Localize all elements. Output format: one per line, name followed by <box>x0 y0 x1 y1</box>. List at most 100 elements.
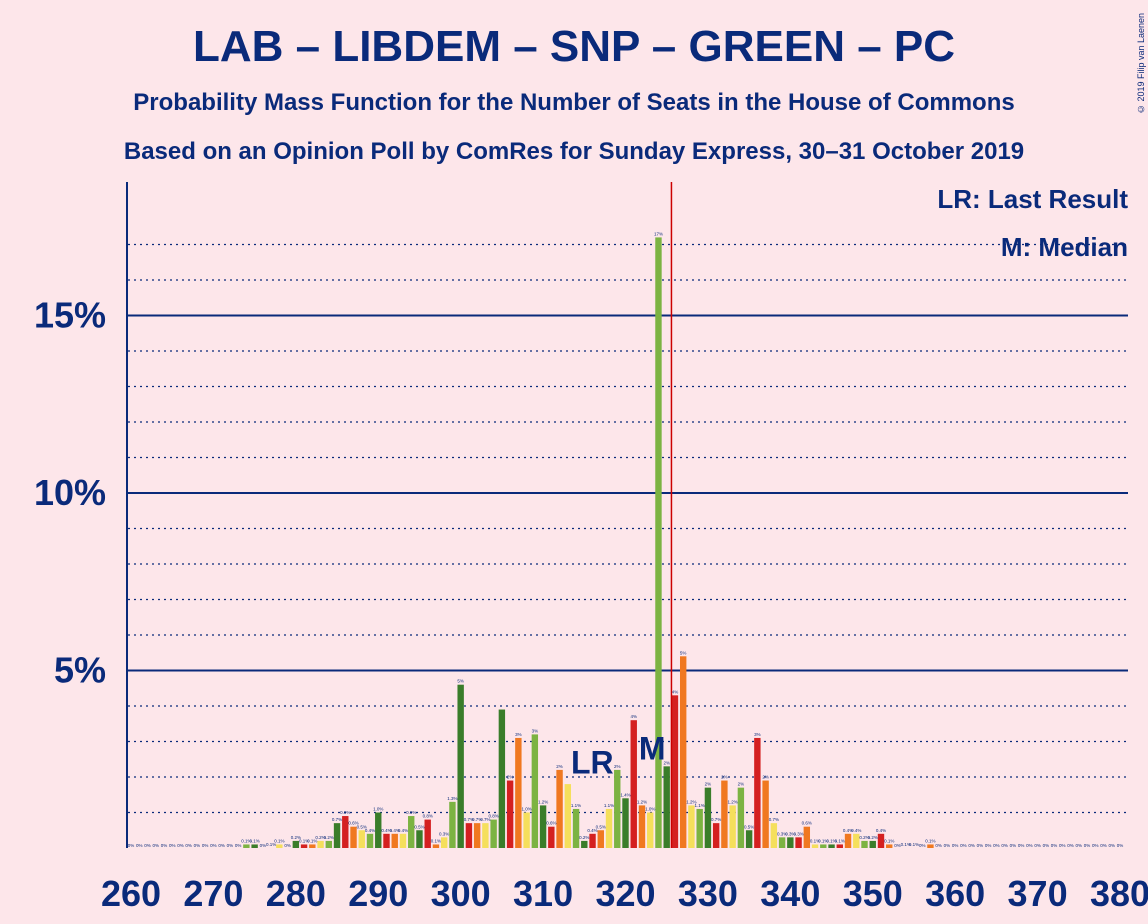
bar-value-label: 0.4% <box>390 828 400 833</box>
bar-value-label: 0% <box>144 843 151 848</box>
bar <box>737 787 745 848</box>
bar-value-label: 1.1% <box>695 803 705 808</box>
x-tick-label: 330 <box>678 873 738 914</box>
bar-value-label: 2% <box>721 775 728 780</box>
bar <box>762 780 769 848</box>
bar <box>597 830 604 848</box>
bar-value-label: 0.7% <box>711 817 721 822</box>
bar-value-label: 1.4% <box>620 792 630 797</box>
bar-value-label: 0.8% <box>423 814 433 819</box>
bar-value-label: 0% <box>977 843 984 848</box>
bar-value-label: 0.8% <box>489 814 499 819</box>
median-marker: M <box>639 730 666 766</box>
bar <box>531 734 539 848</box>
bar-value-label: 0.2% <box>324 835 334 840</box>
bar <box>820 844 827 848</box>
bar-value-label: 1.2% <box>538 799 548 804</box>
bar-value-label: 0% <box>968 843 975 848</box>
bar-value-label: 0.6% <box>348 821 358 826</box>
bar <box>317 840 324 848</box>
bar-value-label: 0% <box>185 843 192 848</box>
bar-value-label: 0% <box>1001 843 1008 848</box>
bar-value-label: 2% <box>738 782 745 787</box>
bar <box>556 769 563 848</box>
bar <box>836 844 843 848</box>
x-tick-label: 350 <box>843 873 903 914</box>
bar <box>614 769 621 848</box>
bar <box>811 844 819 848</box>
bar-value-label: 0% <box>944 843 951 848</box>
bar-value-label: 0.5% <box>596 824 606 829</box>
bar <box>605 808 613 848</box>
bar <box>721 780 728 848</box>
bar-value-label: 1.0% <box>645 807 655 812</box>
bar-value-label: 0.1% <box>431 838 441 843</box>
bar-value-label: 0% <box>136 843 143 848</box>
bar-value-label: 0% <box>1109 843 1116 848</box>
bar <box>622 798 629 848</box>
bar-value-label: 0% <box>1076 843 1083 848</box>
last-result-marker: LR <box>571 744 614 780</box>
bar <box>581 840 588 848</box>
bar <box>325 840 332 848</box>
x-tick-label: 270 <box>183 873 243 914</box>
bar-value-label: 0.7% <box>332 817 342 822</box>
bar-value-label: 0% <box>1034 843 1041 848</box>
bar <box>276 844 283 848</box>
bar-value-label: 0.1% <box>274 838 284 843</box>
bar-value-label: 0.1% <box>884 838 894 843</box>
bar <box>795 837 802 848</box>
bar-value-label: 0% <box>177 843 184 848</box>
bar <box>416 830 423 848</box>
bar <box>366 833 374 848</box>
bar <box>869 840 876 848</box>
bar-value-label: 1.2% <box>728 799 738 804</box>
bar <box>309 844 316 848</box>
bar <box>391 833 398 848</box>
bar <box>243 844 250 848</box>
bar-value-label: 1.2% <box>637 799 647 804</box>
bar <box>704 787 712 848</box>
bar-value-label: 2% <box>614 764 621 769</box>
bar-value-label: 0.1% <box>266 842 276 847</box>
bar-value-label: 0.4% <box>381 828 391 833</box>
bar-value-label: 0.4% <box>587 828 597 833</box>
bar <box>853 833 860 848</box>
bar <box>663 766 670 848</box>
bar-value-label: 0% <box>919 843 926 848</box>
bar-value-label: 0.1% <box>835 838 845 843</box>
bar-value-label: 0% <box>169 843 176 848</box>
y-tick-label: 5% <box>54 650 106 691</box>
bar-value-label: 0% <box>218 843 225 848</box>
bar <box>375 812 382 848</box>
bar <box>490 819 497 848</box>
bar <box>927 844 934 848</box>
bar-value-label: 0.2% <box>868 835 878 840</box>
bar <box>440 837 448 848</box>
bar-value-label: 5% <box>680 650 687 655</box>
bar-value-label: 0.3% <box>439 831 449 836</box>
bar <box>449 801 456 848</box>
bar <box>342 816 349 848</box>
bar-value-label: 4% <box>672 689 679 694</box>
bar-value-label: 1.3% <box>447 796 457 801</box>
bar <box>803 826 811 848</box>
bar-value-label: 1.1% <box>604 803 614 808</box>
bar <box>754 737 761 848</box>
bar-value-label: 17% <box>654 231 663 236</box>
bar-value-label: 1.0% <box>521 807 531 812</box>
bar-value-label: 0% <box>152 843 159 848</box>
bar-value-label: 2% <box>762 775 769 780</box>
bar-value-label: 0.5% <box>414 824 424 829</box>
bar <box>399 833 407 848</box>
bar <box>292 840 300 848</box>
x-tick-label: 370 <box>1008 873 1068 914</box>
bar-value-label: 0.6% <box>546 821 556 826</box>
bar <box>473 823 481 848</box>
x-tick-label: 300 <box>431 873 491 914</box>
bar <box>671 695 679 848</box>
bar-value-label: 0% <box>894 843 901 848</box>
bar <box>770 823 778 848</box>
bar-value-label: 0.7% <box>472 817 482 822</box>
